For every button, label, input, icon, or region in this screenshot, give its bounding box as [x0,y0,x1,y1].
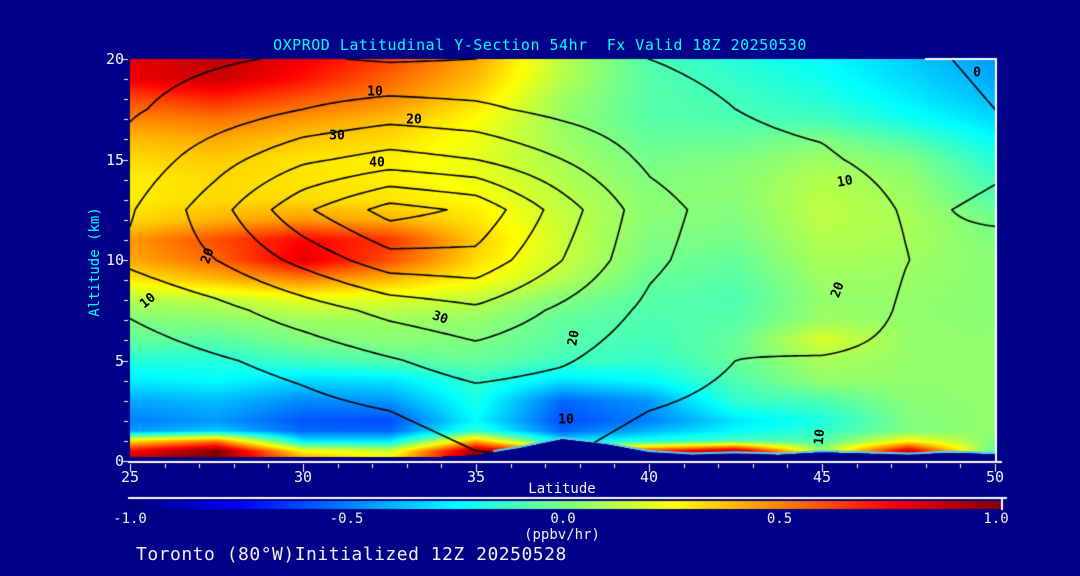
colorbar-tick-label: 1.0 [983,511,1009,527]
x-tick-label: 35 [466,468,486,486]
colorbar-unit-label: (ppbv/hr) [524,527,600,543]
contour-label: 10 [558,412,574,428]
y-tick-label: 10 [105,251,124,269]
contour-label: 30 [329,128,345,144]
contour-label: 10 [811,428,829,446]
contour-label: 40 [369,155,385,171]
y-tick-label: 0 [114,452,124,470]
x-tick-label: 30 [293,468,313,486]
y-tick-label: 5 [114,351,124,370]
colorbar-tick-label: -0.5 [329,511,364,527]
contour-label: 0 [973,65,981,81]
x-tick-label: 45 [812,468,832,486]
x-tick-label: 40 [639,468,659,486]
colorbar-tick-label: 0.5 [766,511,793,527]
colorbar-tick-label: -1.0 [113,511,147,527]
contour-label: 20 [406,112,422,128]
x-axis-title: Latitude [528,481,596,497]
contour-label: 10 [835,173,855,191]
x-tick-label: 25 [120,468,140,486]
y-tick-label: 15 [105,150,124,169]
y-tick-label: 20 [105,50,124,68]
footer-caption: Toronto (80°W)Initialized 12Z 20250528 [136,544,567,565]
colorbar-tick-label: 0.0 [550,511,576,527]
x-tick-label: 50 [985,468,1005,486]
contour-label: 10 [367,84,383,100]
page-title: OXPROD Latitudinal Y-Section 54hr Fx Val… [273,36,807,54]
contour-label: 20 [565,328,583,348]
